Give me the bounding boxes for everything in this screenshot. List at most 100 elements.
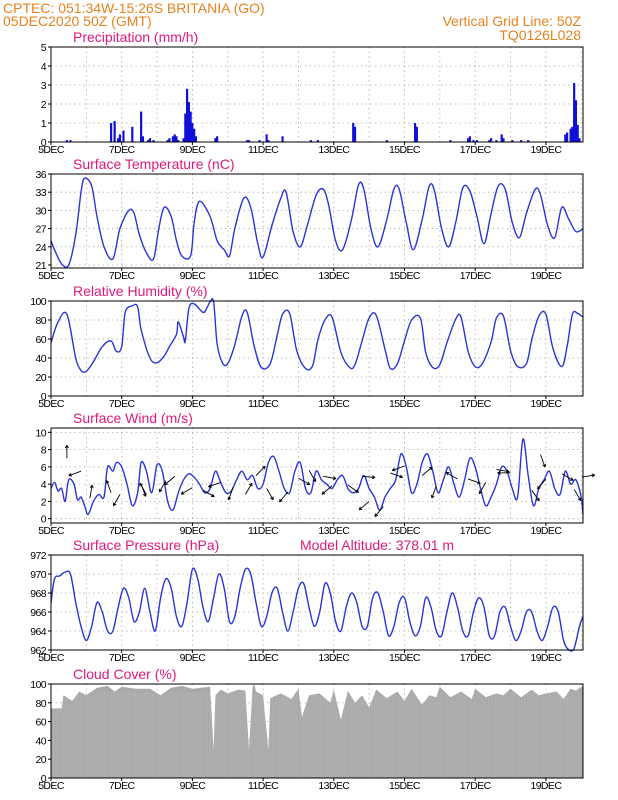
y-tick-label: 6 xyxy=(41,462,47,474)
precip-bar xyxy=(216,136,219,142)
x-tick-label: 11DEC xyxy=(248,144,279,156)
header-location: CPTEC: 051:34W-15:26S BRITANIA (GO) xyxy=(3,0,265,16)
surface-wind-title: Surface Wind (m/s) xyxy=(73,410,193,426)
y-tick-label: 20 xyxy=(36,372,47,384)
wind-arrow xyxy=(64,445,69,459)
plot-frame xyxy=(50,300,584,397)
precip-bar xyxy=(246,140,249,142)
precip-bar xyxy=(131,126,134,142)
precip-bar xyxy=(574,100,578,142)
precip-bar xyxy=(467,138,470,142)
precipitation-title: Precipitation (mm/h) xyxy=(73,29,198,45)
y-tick-label: 962 xyxy=(30,645,46,657)
precip-bar xyxy=(415,126,418,142)
precip-bar xyxy=(385,140,388,142)
x-tick-label: 9DEC xyxy=(180,780,207,792)
y-tick-label: 968 xyxy=(30,588,46,600)
x-tick-label: 5DEC xyxy=(38,525,65,537)
precip-bar xyxy=(175,136,178,142)
y-tick-label: 1 xyxy=(41,118,47,130)
x-tick-label: 19DEC xyxy=(530,144,562,156)
y-tick-label: 2 xyxy=(41,99,47,111)
wind-arrow xyxy=(573,489,582,501)
surface-pressure-line xyxy=(50,567,584,652)
precip-bar xyxy=(281,136,284,142)
surface-pressure-panel: 962 964 966 968 970 972 5DEC 7DEC 9DEC 11DEC 13DEC… xyxy=(30,537,584,664)
wind-arrow xyxy=(180,487,193,495)
y-tick-label: 970 xyxy=(30,569,46,581)
y-tick-label: 27 xyxy=(36,224,47,236)
x-tick-label: 17DEC xyxy=(460,144,492,156)
precip-bar xyxy=(141,136,145,142)
wind-arrow xyxy=(89,484,94,499)
wind-arrow xyxy=(245,482,253,495)
relative-humidity-title: Relative Humidity (%) xyxy=(73,283,208,299)
precip-bar xyxy=(468,136,471,142)
precip-bar xyxy=(352,123,355,142)
x-tick-label: 17DEC xyxy=(460,780,492,792)
wind-arrow xyxy=(478,482,487,495)
y-tick-label: 4 xyxy=(41,61,47,73)
precip-bar xyxy=(502,138,505,142)
precip-bar xyxy=(214,138,217,142)
x-tick-label: 19DEC xyxy=(530,780,562,792)
y-tick-label: 33 xyxy=(36,187,47,199)
surface-wind-line xyxy=(50,438,584,516)
precip-bar xyxy=(511,140,514,142)
precip-bar xyxy=(267,140,270,142)
wind-arrow xyxy=(358,501,370,511)
precip-bar xyxy=(569,128,572,142)
surface-temperature-line xyxy=(50,177,584,269)
header-run-time: 05DEC2020 50Z (GMT) xyxy=(3,13,152,29)
wind-arrow xyxy=(390,472,403,479)
y-tick-label: 0 xyxy=(41,391,47,403)
y-tick-label: 40 xyxy=(36,353,47,365)
x-tick-label: 11DEC xyxy=(248,398,279,410)
precip-bar xyxy=(118,134,122,142)
y-tick-label: 3 xyxy=(41,80,47,92)
cloud-cover-title: Cloud Cover (%) xyxy=(73,666,176,682)
x-tick-label: 15DEC xyxy=(389,398,421,410)
wind-arrow xyxy=(266,488,274,501)
wind-arrow xyxy=(531,489,540,502)
y-tick-label: 30 xyxy=(36,205,47,217)
precip-bar xyxy=(65,140,69,142)
precip-bar xyxy=(489,138,493,142)
wind-arrow xyxy=(421,466,433,476)
precip-bar xyxy=(140,111,143,142)
precip-bar xyxy=(309,140,312,142)
x-tick-label: 11DEC xyxy=(248,525,279,537)
precip-bar xyxy=(565,132,569,142)
wind-arrow xyxy=(391,465,405,472)
y-tick-label: 100 xyxy=(30,296,46,308)
precip-bar xyxy=(171,136,175,142)
precip-bar xyxy=(449,140,452,142)
precip-bar xyxy=(109,123,113,142)
wind-arrow xyxy=(540,454,546,468)
x-tick-label: 7DEC xyxy=(109,398,136,410)
y-tick-label: 0 xyxy=(41,514,47,526)
x-tick-label: 5DEC xyxy=(38,270,65,282)
header-model-code: TQ0126L028 xyxy=(499,27,581,43)
precip-bar xyxy=(184,113,187,142)
wind-arrow xyxy=(445,472,458,480)
x-tick-label: 7DEC xyxy=(109,525,136,537)
wind-arrow xyxy=(139,482,147,495)
y-tick-label: 60 xyxy=(36,334,47,346)
y-tick-label: 36 xyxy=(36,169,47,181)
precip-bar xyxy=(173,134,176,142)
x-tick-label: 15DEC xyxy=(389,144,421,156)
wind-arrow xyxy=(467,478,481,485)
y-tick-label: 60 xyxy=(36,717,47,729)
x-tick-label: 5DEC xyxy=(38,780,65,792)
x-tick-label: 13DEC xyxy=(318,652,350,664)
wind-arrow xyxy=(374,506,384,517)
plot-frame xyxy=(50,46,584,143)
surface-temperature-title: Surface Temperature (nC) xyxy=(73,156,235,172)
model-altitude: Model Altitude: 378.01 m xyxy=(300,537,454,553)
wind-arrow xyxy=(561,473,574,481)
wind-arrow xyxy=(497,470,511,475)
wind-arrow xyxy=(255,465,266,476)
precip-bar xyxy=(500,134,503,142)
